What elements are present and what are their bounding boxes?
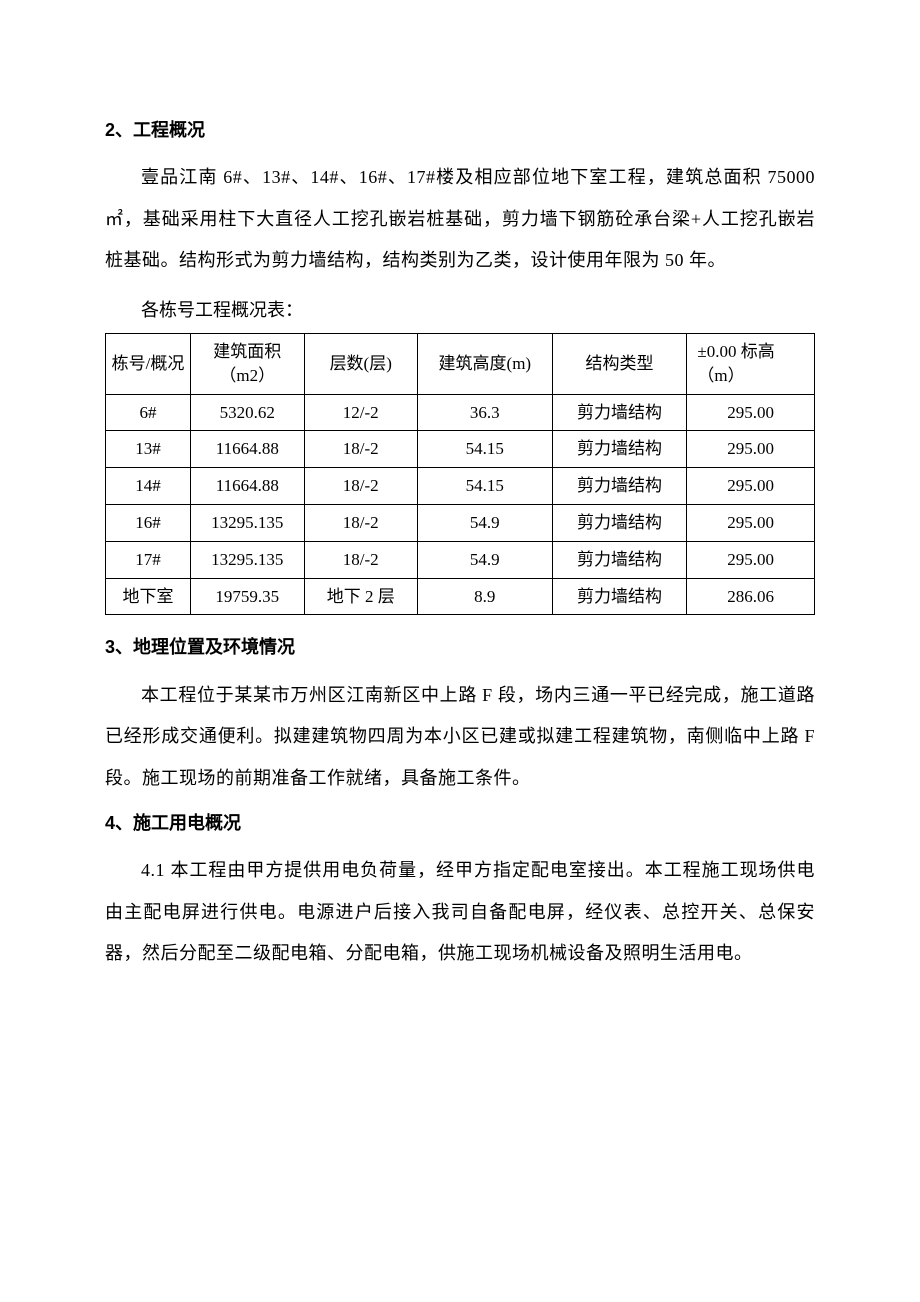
table-cell: 16# [106, 504, 191, 541]
section-2-heading: 2、工程概况 [105, 110, 815, 151]
table-cell: 18/-2 [304, 541, 417, 578]
table-cell: 13# [106, 431, 191, 468]
table-cell: 12/-2 [304, 394, 417, 431]
table-cell: 剪力墙结构 [552, 541, 687, 578]
table-cell: 295.00 [687, 541, 815, 578]
table-cell: 295.00 [687, 468, 815, 505]
table-cell: 13295.135 [191, 541, 304, 578]
table-cell: 剪力墙结构 [552, 468, 687, 505]
table-cell: 6# [106, 394, 191, 431]
table-cell: 地下 2 层 [304, 578, 417, 615]
table-cell: 剪力墙结构 [552, 578, 687, 615]
table-row: 16# 13295.135 18/-2 54.9 剪力墙结构 295.00 [106, 504, 815, 541]
table-cell: 地下室 [106, 578, 191, 615]
table-cell: 36.3 [417, 394, 552, 431]
table-cell: 11664.88 [191, 431, 304, 468]
table-header-cell: 建筑高度(m) [417, 333, 552, 394]
table-header-cell: ±0.00 标高（m） [687, 333, 815, 394]
table-cell: 54.15 [417, 431, 552, 468]
table-cell: 14# [106, 468, 191, 505]
table-cell: 19759.35 [191, 578, 304, 615]
table-header-row: 栋号/概况 建筑面积（m2） 层数(层) 建筑高度(m) 结构类型 ±0.00 … [106, 333, 815, 394]
table-row: 地下室 19759.35 地下 2 层 8.9 剪力墙结构 286.06 [106, 578, 815, 615]
table-cell: 54.9 [417, 541, 552, 578]
table-row: 17# 13295.135 18/-2 54.9 剪力墙结构 295.00 [106, 541, 815, 578]
table-cell: 18/-2 [304, 468, 417, 505]
table-header-cell: 建筑面积（m2） [191, 333, 304, 394]
table-cell: 295.00 [687, 504, 815, 541]
table-cell: 11664.88 [191, 468, 304, 505]
table-cell: 18/-2 [304, 431, 417, 468]
section-4-paragraph: 4.1 本工程由甲方提供用电负荷量，经甲方指定配电室接出。本工程施工现场供电由主… [105, 850, 815, 974]
table-row: 13# 11664.88 18/-2 54.15 剪力墙结构 295.00 [106, 431, 815, 468]
table-cell: 54.15 [417, 468, 552, 505]
section-3-paragraph: 本工程位于某某市万州区江南新区中上路 F 段，场内三通一平已经完成，施工道路已经… [105, 675, 815, 799]
table-cell: 295.00 [687, 431, 815, 468]
table-cell: 剪力墙结构 [552, 394, 687, 431]
section-2-paragraph: 壹品江南 6#、13#、14#、16#、17#楼及相应部位地下室工程，建筑总面积… [105, 157, 815, 281]
table-cell: 54.9 [417, 504, 552, 541]
project-overview-table: 栋号/概况 建筑面积（m2） 层数(层) 建筑高度(m) 结构类型 ±0.00 … [105, 333, 815, 615]
table-cell: 286.06 [687, 578, 815, 615]
table-header-cell: 栋号/概况 [106, 333, 191, 394]
table-cell: 剪力墙结构 [552, 431, 687, 468]
table-row: 6# 5320.62 12/-2 36.3 剪力墙结构 295.00 [106, 394, 815, 431]
table-cell: 17# [106, 541, 191, 578]
table-header-cell: 层数(层) [304, 333, 417, 394]
table-row: 14# 11664.88 18/-2 54.15 剪力墙结构 295.00 [106, 468, 815, 505]
table-caption: 各栋号工程概况表： [105, 290, 815, 331]
table-cell: 5320.62 [191, 394, 304, 431]
table-cell: 295.00 [687, 394, 815, 431]
table-cell: 8.9 [417, 578, 552, 615]
table-cell: 剪力墙结构 [552, 504, 687, 541]
table-cell: 13295.135 [191, 504, 304, 541]
section-3-heading: 3、地理位置及环境情况 [105, 627, 815, 668]
table-header-cell: 结构类型 [552, 333, 687, 394]
section-4-heading: 4、施工用电概况 [105, 803, 815, 844]
table-cell: 18/-2 [304, 504, 417, 541]
